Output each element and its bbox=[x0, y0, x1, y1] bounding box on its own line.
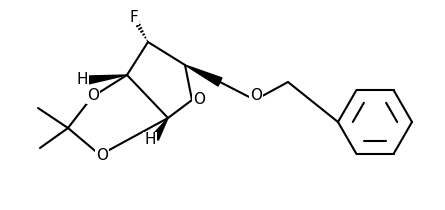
Text: O: O bbox=[87, 88, 99, 104]
Text: O: O bbox=[250, 88, 262, 104]
Text: H: H bbox=[144, 133, 156, 147]
Text: H: H bbox=[76, 71, 88, 87]
Polygon shape bbox=[88, 75, 127, 84]
Polygon shape bbox=[152, 118, 168, 140]
Text: F: F bbox=[129, 9, 138, 25]
Text: O: O bbox=[193, 92, 205, 108]
Text: O: O bbox=[96, 148, 108, 164]
Polygon shape bbox=[185, 65, 222, 86]
